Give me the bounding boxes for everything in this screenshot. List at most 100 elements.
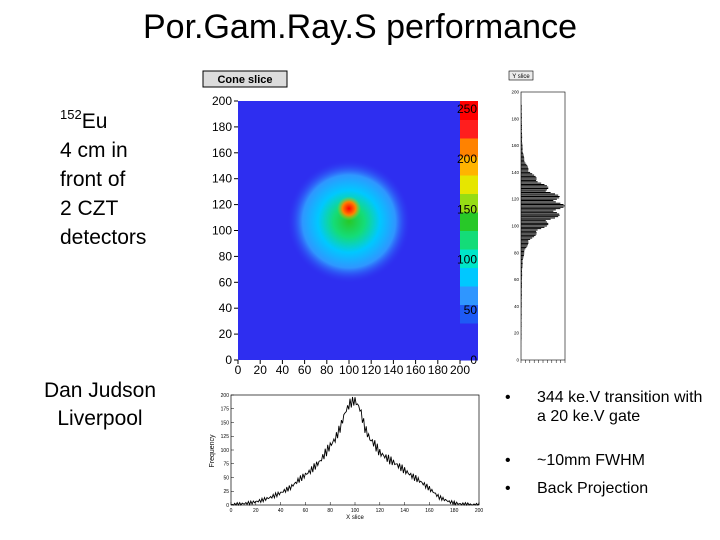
isotope-symbol: Eu <box>81 110 108 133</box>
y-slice-title: Y slice <box>512 74 530 80</box>
heatmap-title-box <box>202 70 288 88</box>
x-slice-x-tick-label: 40 <box>278 508 284 514</box>
x-tick-label: 40 <box>276 363 290 377</box>
y-slice-tick-label: 140 <box>511 170 519 175</box>
palette-segment <box>460 249 478 268</box>
palette-segment <box>460 119 478 139</box>
x-tick-label: 80 <box>320 363 334 377</box>
x-tick-label: 20 <box>254 363 268 377</box>
isotope-description: 152Eu 4 cm in front of 2 CZT detectors <box>60 100 146 252</box>
color-palette <box>460 101 478 361</box>
x-tick-label: 180 <box>428 363 448 377</box>
x-tick-label: 100 <box>339 363 359 377</box>
y-slice-tick-label: 0 <box>516 358 519 363</box>
description-line: front of <box>60 168 126 191</box>
x-slice-y-tick-label: 50 <box>223 475 229 481</box>
bullet-item: • 344 ke.V transition with a 20 ke.V gat… <box>505 388 715 426</box>
palette-label: 50 <box>464 303 478 317</box>
palette-label: 250 <box>457 102 477 116</box>
palette-segment <box>460 304 478 324</box>
y-tick-label: 60 <box>219 275 233 289</box>
x-tick-label: 160 <box>406 363 426 377</box>
y-slice-plot: Y slice 0 20 40 60 80 100 120 140 160 180 200 <box>507 70 571 370</box>
x-slice-series-line <box>230 396 480 507</box>
palette-segment <box>460 323 478 342</box>
y-slice-frame <box>507 70 571 370</box>
y-tick-label: 180 <box>212 120 232 134</box>
y-slice-ticks: 0 20 40 60 80 100 120 140 160 180 200 <box>511 90 566 363</box>
y-tick-label: 140 <box>212 172 232 186</box>
bullet-list: • 344 ke.V transition with a 20 ke.V gat… <box>505 388 715 498</box>
description-line: 4 cm in <box>60 139 128 162</box>
bullet-marker: • <box>505 389 511 406</box>
palette-segment <box>460 286 478 305</box>
x-tick-label: 140 <box>383 363 403 377</box>
x-slice-x-tick-label: 160 <box>425 508 434 514</box>
heatmap-y-ticks: 0 20 40 60 80 100 120 140 160 180 200 <box>212 94 238 367</box>
palette-segment <box>460 175 478 194</box>
y-tick-label: 100 <box>212 224 232 238</box>
bullet-text: 344 ke.V transition with a 20 ke.V gate <box>537 389 703 425</box>
y-tick-label: 80 <box>219 249 233 263</box>
heatmap-title: Cone slice <box>217 74 272 86</box>
y-slice-tick-label: 20 <box>514 331 520 336</box>
bullet-text: ~10mm FWHM <box>537 452 645 469</box>
y-tick-label: 200 <box>212 94 232 108</box>
x-slice-x-tick-label: 200 <box>475 508 484 514</box>
bullet-marker: • <box>505 452 511 469</box>
y-slice-tick-label: 160 <box>511 143 519 148</box>
y-tick-label: 0 <box>225 353 232 367</box>
palette-segment <box>460 212 478 231</box>
y-slice-tick-label: 120 <box>511 197 519 202</box>
x-slice-y-tick-label: 125 <box>221 434 230 440</box>
x-slice-ylabel: Frequency <box>209 434 216 468</box>
x-slice-y-tick-label: 75 <box>223 462 229 468</box>
slide-title: Por.Gam.Ray.S performance <box>143 8 577 46</box>
palette-segment <box>460 193 478 213</box>
bullet-marker: • <box>505 480 511 497</box>
x-slice-x-tick-label: 60 <box>303 508 309 514</box>
bullet-text: Back Projection <box>537 480 649 497</box>
x-slice-x-tick-label: 120 <box>376 508 385 514</box>
y-tick-label: 120 <box>212 198 232 212</box>
palette-label: 150 <box>457 202 477 216</box>
description-line: detectors <box>60 226 147 249</box>
x-slice-x-tick-label: 140 <box>400 508 409 514</box>
y-tick-label: 40 <box>219 301 233 315</box>
y-slice-tick-label: 60 <box>514 277 520 282</box>
y-slice-tick-label: 40 <box>514 304 520 309</box>
x-tick-label: 60 <box>298 363 312 377</box>
x-slice-y-tick-label: 100 <box>221 448 230 454</box>
heatmap-hotspot <box>337 196 361 221</box>
x-tick-label: 0 <box>235 363 242 377</box>
isotope-mass-number: 152 <box>60 107 82 122</box>
y-slice-bars <box>521 91 565 361</box>
y-slice-tick-label: 80 <box>514 250 520 255</box>
bullet-item: • ~10mm FWHM <box>505 451 715 470</box>
x-slice-y-tick-label: 175 <box>221 407 230 413</box>
author-affiliation: Liverpool <box>57 407 143 430</box>
palette-segment <box>460 230 478 250</box>
y-tick-label: 20 <box>219 327 233 341</box>
bullet-item: • Back Projection <box>505 479 715 498</box>
description-line: 2 CZT <box>60 197 119 220</box>
x-tick-label: 120 <box>361 363 381 377</box>
cone-slice-heatmap: Cone slice 0 20 40 60 80 100 120 140 160 180 200 0… <box>200 68 500 380</box>
author-block: Dan Judson Liverpool <box>20 377 180 433</box>
heatmap-x-ticks: 0 20 40 60 80 100 120 140 160 180 200 <box>235 360 470 377</box>
y-tick-label: 160 <box>212 146 232 160</box>
y-slice-tick-label: 100 <box>511 224 519 229</box>
y-slice-title-box <box>508 70 534 81</box>
author-name: Dan Judson <box>43 379 157 402</box>
isotope-label: 152Eu <box>60 100 146 136</box>
palette-segment <box>460 267 478 287</box>
x-slice-x-tick-label: 80 <box>327 508 333 514</box>
x-slice-x-tick-label: 0 <box>230 508 233 514</box>
palette-segment <box>460 138 478 157</box>
y-slice-tick-label: 180 <box>511 116 519 121</box>
x-slice-x-tick-label: 100 <box>351 508 360 514</box>
x-slice-ticks: 0 20 40 60 80 100 120 140 160 180 200 0 25 50 75 100 125… <box>221 393 484 514</box>
palette-label: 0 <box>470 353 477 367</box>
palette-segment <box>460 156 478 176</box>
y-slice-tick-label: 200 <box>511 90 519 95</box>
